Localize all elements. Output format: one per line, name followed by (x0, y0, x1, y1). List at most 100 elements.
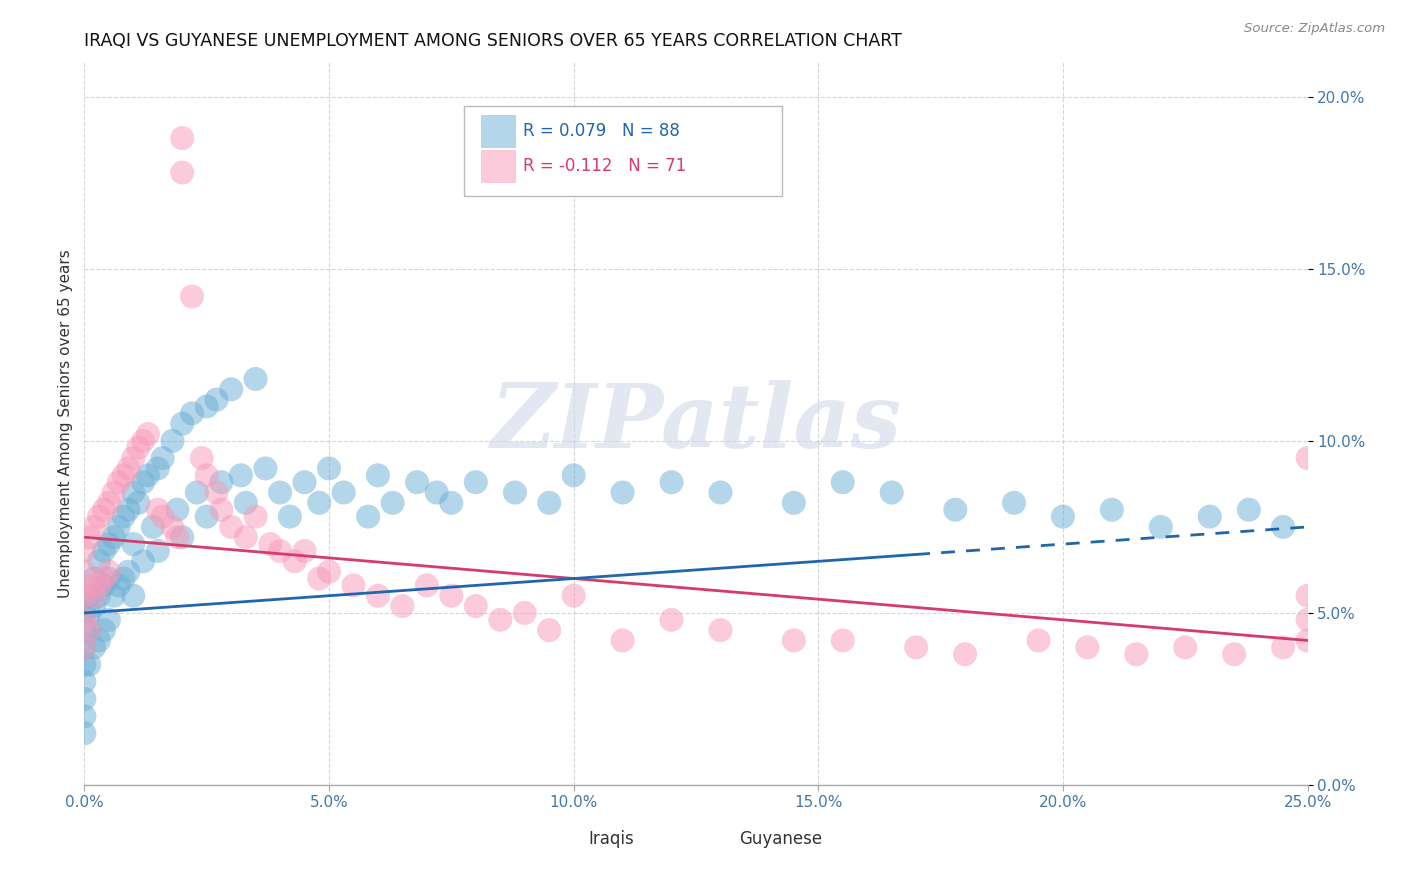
Point (503, 485, 526, 500)
Point (181, 406, 204, 420)
Point (142, 520, 165, 534)
Point (1296, 589, 1319, 603)
Point (269, 485, 291, 500)
Point (709, 623, 731, 637)
Point (245, 372, 267, 386)
Point (440, 496, 463, 510)
Point (136, 468, 159, 483)
Point (87, 589, 110, 603)
Point (107, 475, 129, 490)
Point (254, 461, 277, 475)
Point (122, 451, 145, 466)
Point (112, 468, 135, 483)
Text: Iraqis: Iraqis (588, 830, 634, 848)
Point (367, 468, 389, 483)
Point (783, 496, 806, 510)
Point (146, 502, 169, 516)
Point (229, 468, 252, 483)
Point (122, 485, 145, 500)
Point (97, 613, 120, 627)
Point (162, 520, 184, 534)
Point (562, 468, 585, 483)
Point (294, 475, 316, 490)
Point (195, 468, 218, 483)
Point (1237, 502, 1260, 516)
Point (332, 485, 354, 500)
Text: Source: ZipAtlas.com: Source: ZipAtlas.com (1244, 22, 1385, 36)
Point (162, 434, 184, 448)
Point (1296, 451, 1319, 466)
Point (93, 578, 115, 592)
Point (93, 544, 115, 558)
Point (146, 461, 169, 475)
Point (953, 647, 976, 661)
Point (1174, 640, 1197, 655)
Point (308, 496, 330, 510)
Point (342, 578, 364, 592)
Point (73, 640, 96, 655)
Point (97, 496, 120, 510)
Point (122, 589, 145, 603)
Point (117, 565, 139, 579)
Text: R = 0.079   N = 88: R = 0.079 N = 88 (523, 122, 681, 140)
Point (1198, 509, 1220, 524)
Point (318, 461, 340, 475)
Point (73, 674, 96, 689)
Point (112, 509, 135, 524)
Point (122, 537, 145, 551)
Point (117, 461, 139, 475)
Point (103, 530, 125, 544)
Point (1223, 647, 1246, 661)
Point (831, 633, 853, 648)
Point (245, 509, 267, 524)
Point (83, 520, 105, 534)
Point (1052, 509, 1074, 524)
Point (83, 640, 105, 655)
Point (205, 392, 228, 407)
Point (489, 613, 512, 627)
Point (391, 599, 413, 613)
Point (172, 530, 194, 544)
Point (77, 623, 100, 637)
Point (416, 578, 439, 592)
FancyBboxPatch shape (481, 115, 515, 147)
Point (195, 400, 218, 414)
Point (132, 475, 155, 490)
Text: IRAQI VS GUYANESE UNEMPLOYMENT AMONG SENIORS OVER 65 YEARS CORRELATION CHART: IRAQI VS GUYANESE UNEMPLOYMENT AMONG SEN… (84, 32, 903, 50)
Point (464, 599, 486, 613)
Point (209, 475, 232, 490)
Point (77, 530, 100, 544)
Point (77, 623, 100, 637)
Point (209, 502, 232, 516)
Point (87, 578, 110, 592)
Point (219, 520, 242, 534)
Point (513, 606, 536, 620)
Point (181, 289, 204, 303)
Point (112, 572, 135, 586)
Point (172, 131, 194, 145)
Point (831, 475, 853, 490)
Point (709, 485, 731, 500)
Point (1125, 647, 1147, 661)
Point (1296, 613, 1319, 627)
Point (1272, 520, 1295, 534)
Point (367, 589, 389, 603)
Point (93, 623, 115, 637)
Point (943, 502, 966, 516)
Point (235, 530, 257, 544)
Point (97, 565, 120, 579)
Point (146, 544, 169, 558)
Point (87, 633, 110, 648)
Point (166, 530, 188, 544)
Point (880, 485, 903, 500)
Point (73, 544, 96, 558)
Point (1101, 502, 1123, 516)
Point (117, 502, 139, 516)
Point (235, 496, 257, 510)
Point (661, 613, 683, 627)
Point (132, 554, 155, 568)
Point (77, 657, 100, 672)
Point (172, 165, 194, 179)
Point (132, 434, 155, 448)
Point (73, 589, 96, 603)
